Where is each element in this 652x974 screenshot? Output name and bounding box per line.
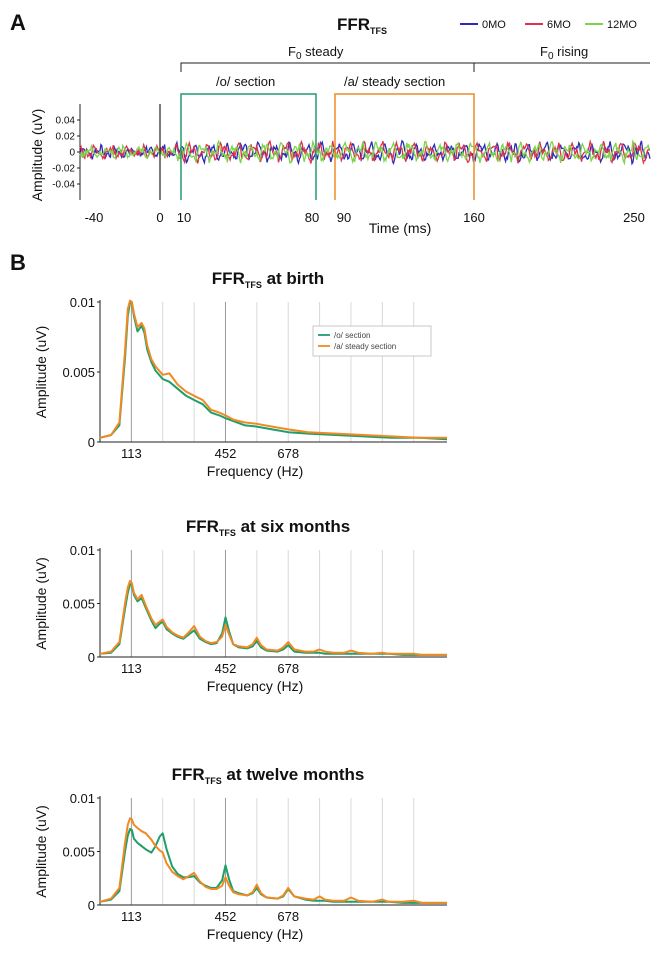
x-tick-0: 0 <box>156 210 163 225</box>
panel-a-letter: A <box>10 10 26 35</box>
f0-steady-label: F0 steady <box>288 44 344 62</box>
x-axis-label: Frequency (Hz) <box>207 463 303 479</box>
panel-a-waveforms <box>79 139 651 166</box>
series-line <box>99 828 447 904</box>
legend-label-0mo: 0MO <box>482 19 506 31</box>
x-tick-160: 160 <box>463 210 485 225</box>
x-tick-80: 80 <box>305 210 319 225</box>
y-axis-label: Amplitude (uV) <box>33 326 49 419</box>
y-tick-label: 0.005 <box>62 365 95 380</box>
x-tick-250: 250 <box>623 210 645 225</box>
y-tick-label: 0.02 <box>56 132 76 143</box>
legend-box <box>312 325 432 357</box>
x-tick-neg40: -40 <box>85 210 104 225</box>
panel-a-x-ticks: -40 0 10 80 90 160 250 <box>85 210 645 225</box>
y-tick-label: 0.01 <box>70 791 95 806</box>
spectrum-twelve-months: FFRTFS at twelve months 0 0.005 0.01 113 452 6… <box>33 765 447 942</box>
o-section-bracket <box>180 93 317 102</box>
waveform-6mo <box>79 139 651 166</box>
x-tick-90: 90 <box>337 210 351 225</box>
spectrum-birth: FFRTFS at birth 0 0.005 0.01 113 452 678 Freque… <box>33 269 448 479</box>
a-section-bracket <box>334 93 475 102</box>
series-line <box>99 301 448 441</box>
x-tick-10: 10 <box>177 210 191 225</box>
x-tick-label: 678 <box>277 909 299 924</box>
waveform-0mo <box>79 139 651 166</box>
x-tick-label: 113 <box>121 661 142 676</box>
a-section-label: /a/ steady section <box>344 74 445 89</box>
y-axis-label: Amplitude (uV) <box>33 805 49 898</box>
x-tick-label: 678 <box>277 661 299 676</box>
x-tick-label: 452 <box>215 446 237 461</box>
panel-a-title: FFRTFS <box>337 15 387 36</box>
x-tick-label: 452 <box>215 909 237 924</box>
series-line <box>99 299 447 439</box>
panel-a: A FFRTFS 0MO 6MO 12MO F0 steady F0 risin… <box>10 10 651 236</box>
spectrum-legend: /o/ section/a/ steady section <box>312 325 432 357</box>
panel-a-y-ticks: 0.04 0.02 0 -0.02 -0.04 <box>52 116 80 191</box>
x-axis-label: Frequency (Hz) <box>207 926 303 942</box>
panel-b-letter: B <box>10 250 26 275</box>
y-tick-label: 0.04 <box>56 116 76 127</box>
y-tick-label: 0.005 <box>62 845 95 860</box>
region-brackets: F0 steady F0 rising /o/ section /a/ stea… <box>180 44 650 102</box>
y-tick-label: -0.02 <box>52 164 75 175</box>
spectrum-title: FFRTFS at birth <box>212 269 324 290</box>
y-tick-label: 0 <box>69 148 75 159</box>
spectrum-title: FFRTFS at twelve months <box>172 765 365 786</box>
panel-a-y-label: Amplitude (uV) <box>29 109 45 202</box>
x-tick-label: 452 <box>215 661 237 676</box>
series-line <box>99 580 447 656</box>
y-axis-label: Amplitude (uV) <box>33 557 49 650</box>
y-tick-label: 0.01 <box>70 295 95 310</box>
panel-a-legend: 0MO 6MO 12MO <box>460 19 637 31</box>
y-tick-label: 0 <box>88 650 95 665</box>
y-tick-label: -0.04 <box>52 180 75 191</box>
x-axis-label: Frequency (Hz) <box>207 678 303 694</box>
spectrum-title: FFRTFS at six months <box>186 517 350 538</box>
y-tick-label: 0.01 <box>70 543 95 558</box>
f0-rising-label: F0 rising <box>540 44 588 62</box>
series-line <box>99 817 447 904</box>
legend-label-6mo: 6MO <box>547 19 571 31</box>
o-section-label: /o/ section <box>216 74 275 89</box>
series-line <box>99 583 447 656</box>
panel-a-x-label: Time (ms) <box>369 220 431 236</box>
x-tick-label: 113 <box>121 446 142 461</box>
legend-label-12mo: 12MO <box>607 19 637 31</box>
f0-steady-bracket <box>180 62 475 72</box>
spectrum-six-months: FFRTFS at six months 0 0.005 0.01 113 452 678 F… <box>33 517 447 694</box>
y-tick-label: 0 <box>88 435 95 450</box>
x-tick-label: 678 <box>277 446 299 461</box>
y-tick-label: 0.005 <box>62 597 95 612</box>
waveform-12mo <box>79 139 651 166</box>
legend-label: /o/ section <box>334 331 370 340</box>
x-tick-label: 113 <box>121 909 142 924</box>
y-tick-label: 0 <box>88 898 95 913</box>
legend-label: /a/ steady section <box>334 342 396 351</box>
